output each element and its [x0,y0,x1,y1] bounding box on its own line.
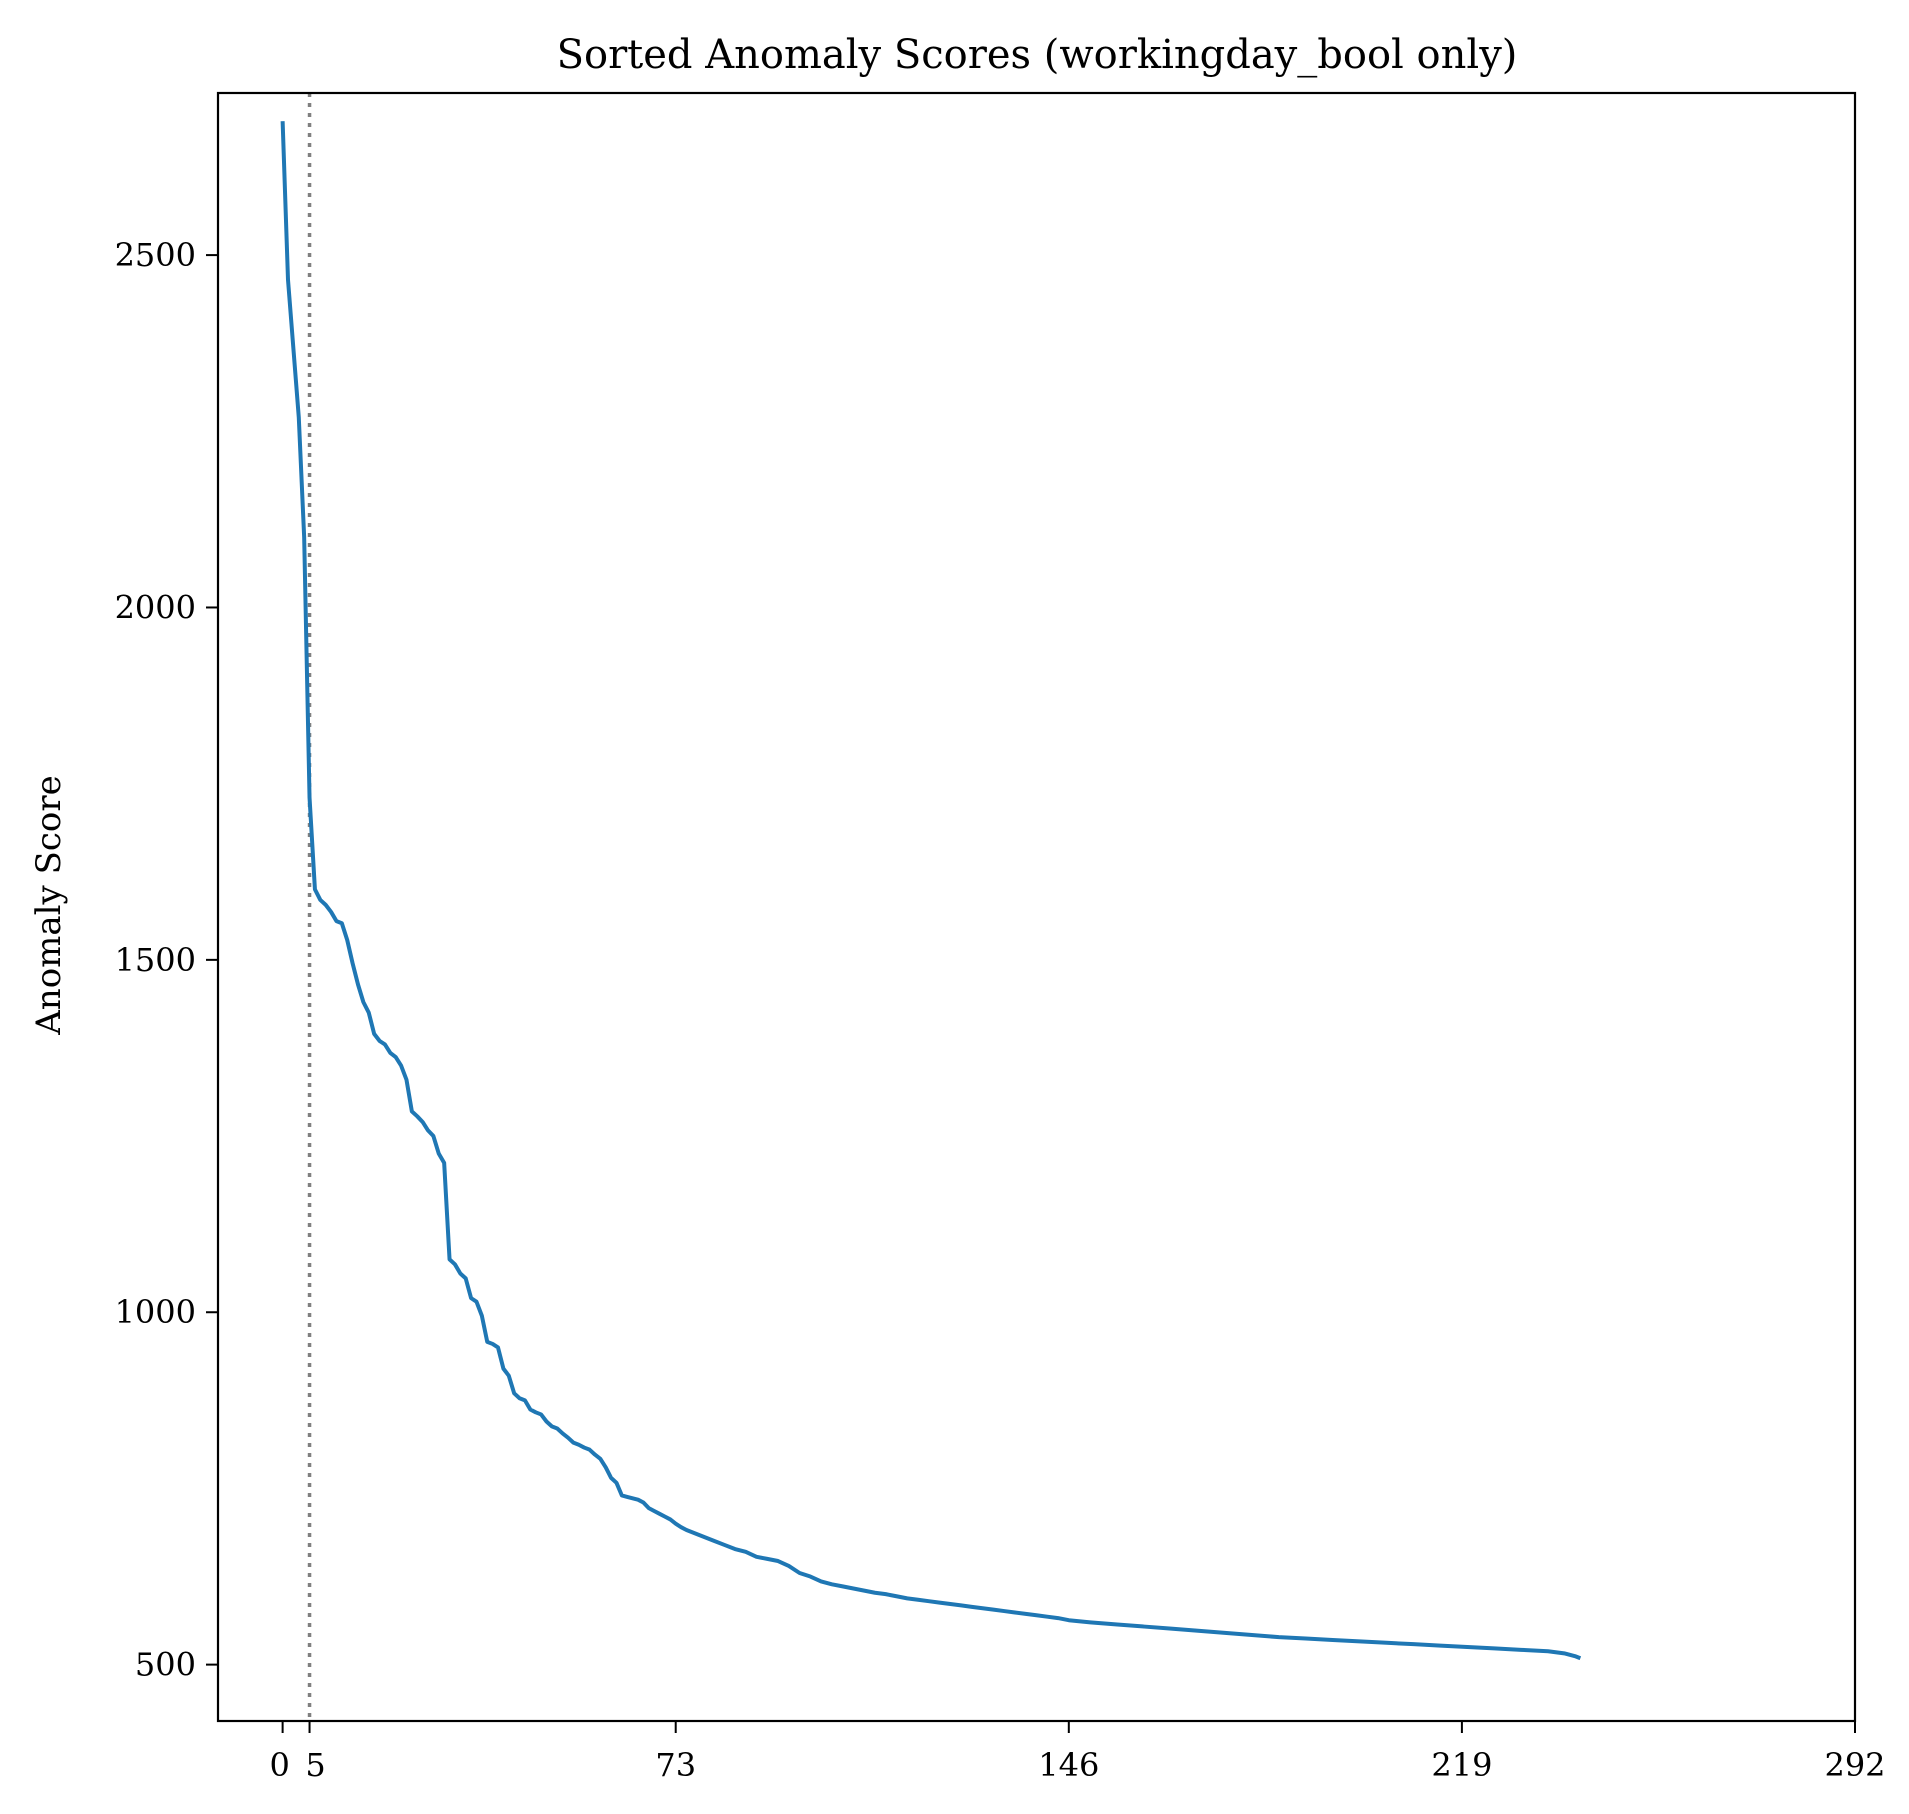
x-tick-label-4: 219 [1431,1746,1492,1784]
chart-title: Sorted Anomaly Scores (workingday_bool o… [557,32,1518,78]
x-tick-label-3: 146 [1038,1746,1099,1784]
x-tick-label-1: 5 [305,1746,325,1784]
x-tick-label-2: 73 [655,1746,696,1784]
y-tick-label-2: 1500 [115,941,196,979]
y-axis-label: Anomaly Score [29,775,69,1036]
plot-area: 0 5 73 146 219 292 500 1000 1500 2000 2500 [115,91,1886,1784]
y-tick-label-1: 1000 [115,1293,196,1331]
x-tick-label-5: 292 [1824,1746,1885,1784]
x-tick-label-0: 0 [269,1746,289,1784]
y-tick-label-0: 500 [135,1646,196,1684]
series-line-0 [280,121,1582,1661]
y-tick-label-3: 2000 [115,588,196,626]
plot-frame [216,91,1857,1723]
y-tick-label-4: 2500 [115,236,196,274]
